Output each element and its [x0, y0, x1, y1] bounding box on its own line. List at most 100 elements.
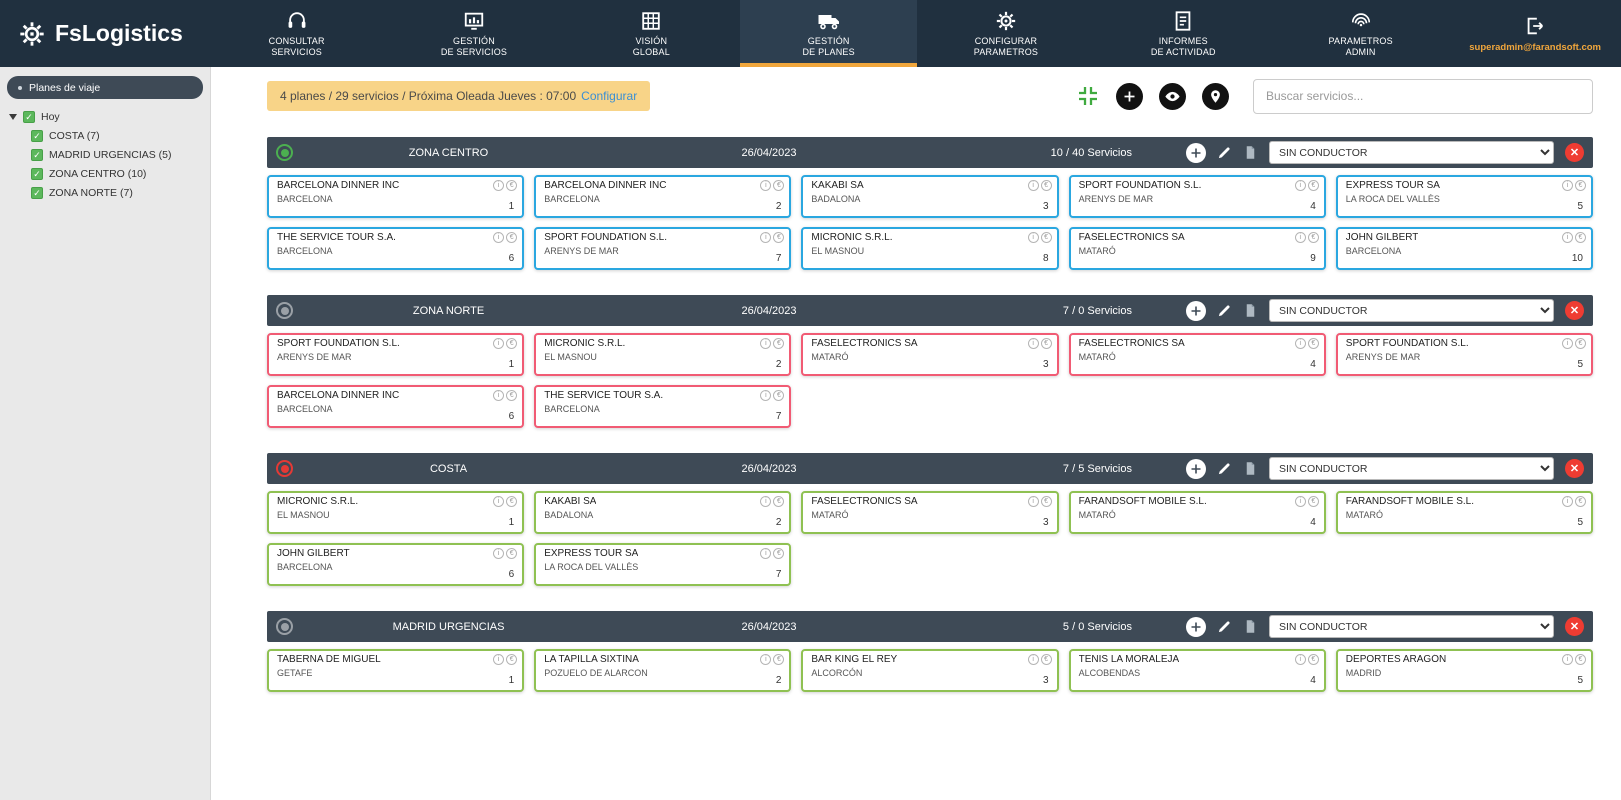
configure-link[interactable]: Configurar — [581, 89, 638, 103]
tree-node-hoy[interactable]: ✓ Hoy — [7, 108, 203, 126]
info-icon[interactable]: i — [760, 654, 772, 665]
service-card[interactable]: BARCELONA DINNER INC BARCELONA i €1 — [267, 175, 525, 218]
euro-icon[interactable]: € — [1307, 654, 1319, 665]
edit-plan-button[interactable] — [1217, 461, 1232, 476]
checkbox-icon[interactable]: ✓ — [31, 167, 43, 180]
plan-status-icon[interactable] — [276, 144, 293, 161]
euro-icon[interactable]: € — [1040, 338, 1052, 349]
euro-icon[interactable]: € — [506, 232, 518, 243]
nav-item-configurar-parametros[interactable]: CONFIGURAR PARAMETROS — [917, 0, 1094, 67]
document-button[interactable] — [1243, 145, 1258, 160]
checkbox-icon[interactable]: ✓ — [31, 148, 43, 161]
euro-icon[interactable]: € — [1040, 654, 1052, 665]
nav-item-parametros-admin[interactable]: PARAMETROS ADMIN — [1272, 0, 1449, 67]
checkbox-hoy[interactable]: ✓ — [23, 111, 35, 123]
info-icon[interactable]: i — [1562, 496, 1573, 507]
euro-icon[interactable]: € — [773, 548, 785, 559]
service-card[interactable]: FARANDSOFT MOBILE S.L. MATARÓ i €5 — [1335, 491, 1593, 534]
service-card[interactable]: SPORT FOUNDATION S.L. ARENYS DE MAR i €7 — [534, 227, 792, 270]
service-card[interactable]: KAKABI SA BADALONA i €2 — [534, 491, 792, 534]
user-box[interactable]: superadmin@farandsoft.com — [1449, 0, 1621, 67]
info-icon[interactable]: i — [493, 496, 505, 507]
driver-select[interactable]: SIN CONDUCTOR — [1269, 615, 1554, 638]
delete-plan-button[interactable]: ✕ — [1565, 143, 1584, 162]
tree-node-costa-7[interactable]: ✓ COSTA (7) — [7, 126, 203, 145]
map-pin-button[interactable] — [1202, 82, 1229, 110]
nav-item-gestion-de-planes[interactable]: GESTIÓN DE PLANES — [739, 0, 918, 67]
info-icon[interactable]: i — [760, 548, 772, 559]
euro-icon[interactable]: € — [773, 180, 785, 191]
service-card[interactable]: SPORT FOUNDATION S.L. ARENYS DE MAR i €1 — [267, 333, 525, 376]
euro-icon[interactable]: € — [506, 496, 518, 507]
euro-icon[interactable]: € — [1307, 232, 1319, 243]
document-button[interactable] — [1243, 303, 1258, 318]
service-card[interactable]: BARCELONA DINNER INC BARCELONA i €6 — [267, 385, 525, 428]
sidebar-title[interactable]: Planes de viaje — [7, 76, 203, 99]
checkbox-icon[interactable]: ✓ — [31, 186, 43, 199]
visibility-button[interactable] — [1159, 82, 1186, 110]
info-icon[interactable]: i — [1294, 654, 1306, 665]
info-icon[interactable]: i — [760, 390, 772, 401]
delete-plan-button[interactable]: ✕ — [1565, 617, 1584, 636]
service-card[interactable]: FASELECTRONICS SA MATARÓ i €3 — [801, 491, 1059, 534]
euro-icon[interactable]: € — [1307, 338, 1319, 349]
info-icon[interactable]: i — [1294, 338, 1306, 349]
info-icon[interactable]: i — [760, 232, 772, 243]
info-icon[interactable]: i — [1562, 338, 1573, 349]
info-icon[interactable]: i — [493, 548, 505, 559]
nav-item-informes-de-actividad[interactable]: INFORMES DE ACTIVIDAD — [1095, 0, 1272, 67]
plan-status-icon[interactable] — [276, 302, 293, 319]
delete-plan-button[interactable]: ✕ — [1565, 301, 1584, 320]
euro-icon[interactable]: € — [773, 390, 785, 401]
document-button[interactable] — [1243, 619, 1258, 634]
service-card[interactable]: TENIS LA MORALEJA ALCOBENDAS i €4 — [1068, 649, 1326, 692]
edit-plan-button[interactable] — [1217, 303, 1232, 318]
info-icon[interactable]: i — [1027, 180, 1039, 191]
search-input[interactable] — [1253, 78, 1593, 114]
info-icon[interactable]: i — [1027, 654, 1039, 665]
checkbox-icon[interactable]: ✓ — [31, 129, 43, 142]
euro-icon[interactable]: € — [773, 232, 785, 243]
info-icon[interactable]: i — [1562, 654, 1573, 665]
tree-node-zona-norte-7[interactable]: ✓ ZONA NORTE (7) — [7, 183, 203, 202]
driver-select[interactable]: SIN CONDUCTOR — [1269, 457, 1554, 480]
info-icon[interactable]: i — [1562, 180, 1573, 191]
service-card[interactable]: MICRONIC S.R.L. EL MASNOU i €1 — [267, 491, 525, 534]
service-card[interactable]: EXPRESS TOUR SA LA ROCA DEL VALLÈS i €5 — [1335, 175, 1593, 218]
tree-node-zona-centro-10[interactable]: ✓ ZONA CENTRO (10) — [7, 164, 203, 183]
service-card[interactable]: KAKABI SA BADALONA i €3 — [801, 175, 1059, 218]
edit-plan-button[interactable] — [1217, 619, 1232, 634]
service-card[interactable]: MICRONIC S.R.L. EL MASNOU i €8 — [801, 227, 1059, 270]
nav-item-consultar-servicios[interactable]: CONSULTAR SERVICIOS — [208, 0, 385, 67]
euro-icon[interactable]: € — [1575, 232, 1586, 243]
info-icon[interactable]: i — [1562, 232, 1573, 243]
info-icon[interactable]: i — [760, 338, 772, 349]
plan-status-icon[interactable] — [276, 460, 293, 477]
euro-icon[interactable]: € — [506, 548, 518, 559]
service-card[interactable]: DEPORTES ARAGÓN MADRID i €5 — [1335, 649, 1593, 692]
euro-icon[interactable]: € — [1575, 654, 1586, 665]
nav-item-gestion-de-servicios[interactable]: GESTIÓN DE SERVICIOS — [385, 0, 562, 67]
service-card[interactable]: FARANDSOFT MOBILE S.L. MATARÓ i €4 — [1068, 491, 1326, 534]
app-logo[interactable]: FsLogistics — [0, 0, 208, 67]
add-service-button[interactable] — [1186, 300, 1206, 321]
euro-icon[interactable]: € — [773, 338, 785, 349]
euro-icon[interactable]: € — [1575, 496, 1586, 507]
info-icon[interactable]: i — [1027, 232, 1039, 243]
add-service-button[interactable] — [1186, 142, 1206, 163]
delete-plan-button[interactable]: ✕ — [1565, 459, 1584, 478]
info-icon[interactable]: i — [493, 338, 505, 349]
euro-icon[interactable]: € — [1307, 180, 1319, 191]
info-icon[interactable]: i — [1294, 180, 1306, 191]
nav-item-vision-global[interactable]: VISIÓN GLOBAL — [563, 0, 740, 67]
add-service-button[interactable] — [1186, 458, 1206, 479]
info-icon[interactable]: i — [760, 180, 772, 191]
service-card[interactable]: FASELECTRONICS SA MATARÓ i €3 — [801, 333, 1059, 376]
info-icon[interactable]: i — [493, 390, 505, 401]
info-icon[interactable]: i — [493, 180, 505, 191]
caret-down-icon[interactable] — [9, 114, 17, 120]
info-icon[interactable]: i — [1294, 232, 1306, 243]
info-icon[interactable]: i — [1027, 338, 1039, 349]
euro-icon[interactable]: € — [1575, 338, 1586, 349]
driver-select[interactable]: SIN CONDUCTOR — [1269, 141, 1554, 164]
